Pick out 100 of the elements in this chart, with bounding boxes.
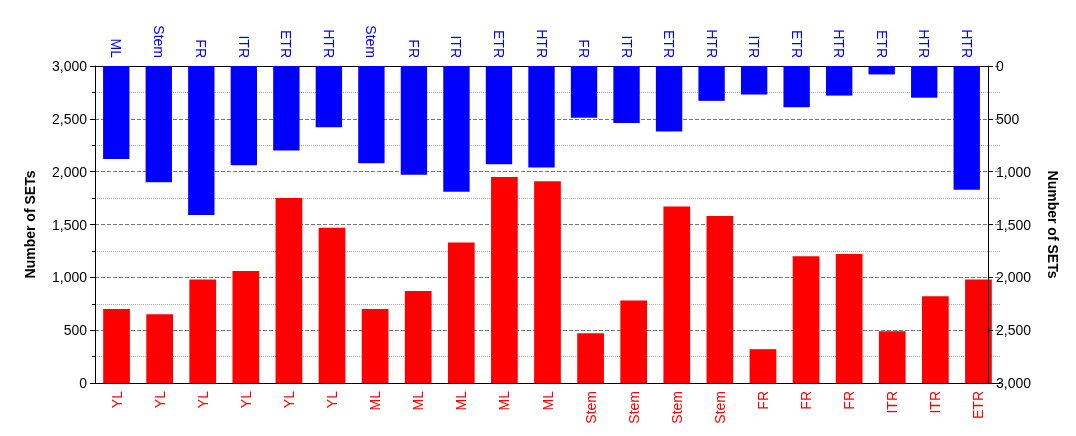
- bar: [189, 279, 217, 383]
- x-tick-label: Stem: [582, 391, 599, 424]
- x-tick-label: ETR: [278, 30, 295, 58]
- bar: [275, 198, 303, 383]
- y-axis-title: Number of SETs: [22, 170, 38, 279]
- x-tick-label: FR: [576, 39, 593, 58]
- x-tick-label: FR: [798, 391, 815, 410]
- y2-tick-label: 2,000: [996, 269, 1032, 286]
- y-tick-label: 1,000: [51, 269, 88, 286]
- x-tick-label: ITR: [448, 35, 465, 58]
- bar: [825, 66, 853, 96]
- x-tick-label: Stem: [150, 25, 167, 58]
- x-tick-label: HTR: [958, 29, 975, 58]
- bar: [911, 66, 938, 98]
- bar: [663, 206, 691, 383]
- bar: [783, 66, 810, 108]
- x-tick-label: ITR: [927, 391, 944, 414]
- y2-tick-label: 1,000: [996, 163, 1032, 180]
- x-tick-label: ML: [367, 390, 384, 411]
- y-tick-label: 3,000: [51, 58, 88, 74]
- x-tick-label: HTR: [916, 29, 933, 58]
- bar: [361, 309, 389, 383]
- bar: [318, 227, 346, 383]
- bar: [230, 66, 258, 166]
- y-tick-label: 2,000: [51, 163, 88, 180]
- bar: [443, 66, 470, 192]
- x-tick-label: ML: [410, 390, 427, 411]
- bar: [570, 66, 598, 118]
- x-tick-label: FR: [841, 391, 858, 410]
- x-tick-label: ITR: [618, 35, 635, 58]
- x-tick-label: Stem: [363, 25, 380, 58]
- y-tick-label: 0: [79, 375, 88, 391]
- x-tick-label: FR: [405, 39, 422, 58]
- x-tick-label: ETR: [490, 30, 507, 58]
- x-tick-label: YL: [324, 390, 341, 409]
- y2-tick-label: 3,000: [996, 375, 1032, 391]
- bar: [613, 66, 640, 124]
- bar: [835, 254, 863, 383]
- x-tick-label: FR: [754, 391, 771, 410]
- x-tick-label: YL: [237, 390, 254, 409]
- x-tick-label: ETR: [873, 30, 890, 58]
- bar: [528, 66, 555, 168]
- x-tick-label: ETR: [661, 30, 678, 58]
- x-tick-label: YL: [151, 390, 168, 409]
- bar: [146, 314, 173, 383]
- x-tick-label: HTR: [320, 29, 337, 58]
- bar: [358, 66, 385, 164]
- bar: [103, 66, 130, 159]
- y2-axis-title: Number of SETs: [1045, 170, 1061, 279]
- x-tick-label: ML: [539, 390, 556, 411]
- x-tick-label: Stem: [668, 391, 685, 424]
- bar: [485, 66, 513, 165]
- bar: [315, 66, 343, 128]
- bar: [922, 296, 949, 383]
- bar: [188, 66, 215, 215]
- x-tick-label: FR: [193, 39, 210, 58]
- x-tick-label: ITR: [746, 35, 763, 58]
- bar: [706, 216, 734, 383]
- y2-tick-label: 2,500: [996, 322, 1032, 339]
- x-tick-label: HTR: [831, 29, 848, 58]
- x-tick-label: ITR: [235, 35, 252, 58]
- bar: [740, 66, 768, 95]
- bar: [878, 331, 906, 383]
- bar: [965, 279, 992, 383]
- x-tick-label: Stem: [625, 391, 642, 424]
- bar: [491, 176, 518, 383]
- bar: [953, 66, 980, 190]
- x-tick-label: YL: [280, 390, 297, 409]
- bar: [868, 66, 895, 75]
- bar: [103, 309, 130, 383]
- x-tick-label: Stem: [711, 391, 728, 424]
- bar: [400, 66, 428, 175]
- x-tick-label: ETR: [970, 391, 987, 419]
- y-tick-label: 2,500: [51, 110, 88, 127]
- bar: [577, 333, 604, 383]
- x-tick-label: HTR: [703, 29, 720, 58]
- x-tick-label: ITR: [884, 391, 901, 414]
- x-tick-label: ML: [496, 390, 513, 411]
- y2-tick-label: 1,500: [996, 216, 1032, 233]
- y-tick-label: 500: [63, 322, 88, 339]
- y-tick-label: 1,500: [51, 216, 88, 233]
- y2-tick-label: 0: [996, 58, 1004, 74]
- bar: [232, 270, 260, 383]
- x-tick-label: ETR: [788, 30, 805, 58]
- y2-tick-label: 500: [996, 110, 1020, 127]
- bar: [792, 256, 820, 383]
- bar: [534, 181, 561, 383]
- x-tick-label: YL: [108, 390, 125, 409]
- x-tick-label: ML: [108, 38, 125, 59]
- bar: [447, 242, 475, 383]
- bar: [749, 349, 777, 383]
- bar: [620, 300, 648, 383]
- bar: [273, 66, 300, 151]
- bar: [404, 291, 432, 383]
- bar: [698, 66, 725, 101]
- bar: [145, 66, 172, 183]
- x-tick-label: YL: [194, 390, 211, 409]
- x-tick-label: HTR: [533, 29, 550, 58]
- x-tick-label: ML: [453, 390, 470, 411]
- bar: [655, 66, 683, 132]
